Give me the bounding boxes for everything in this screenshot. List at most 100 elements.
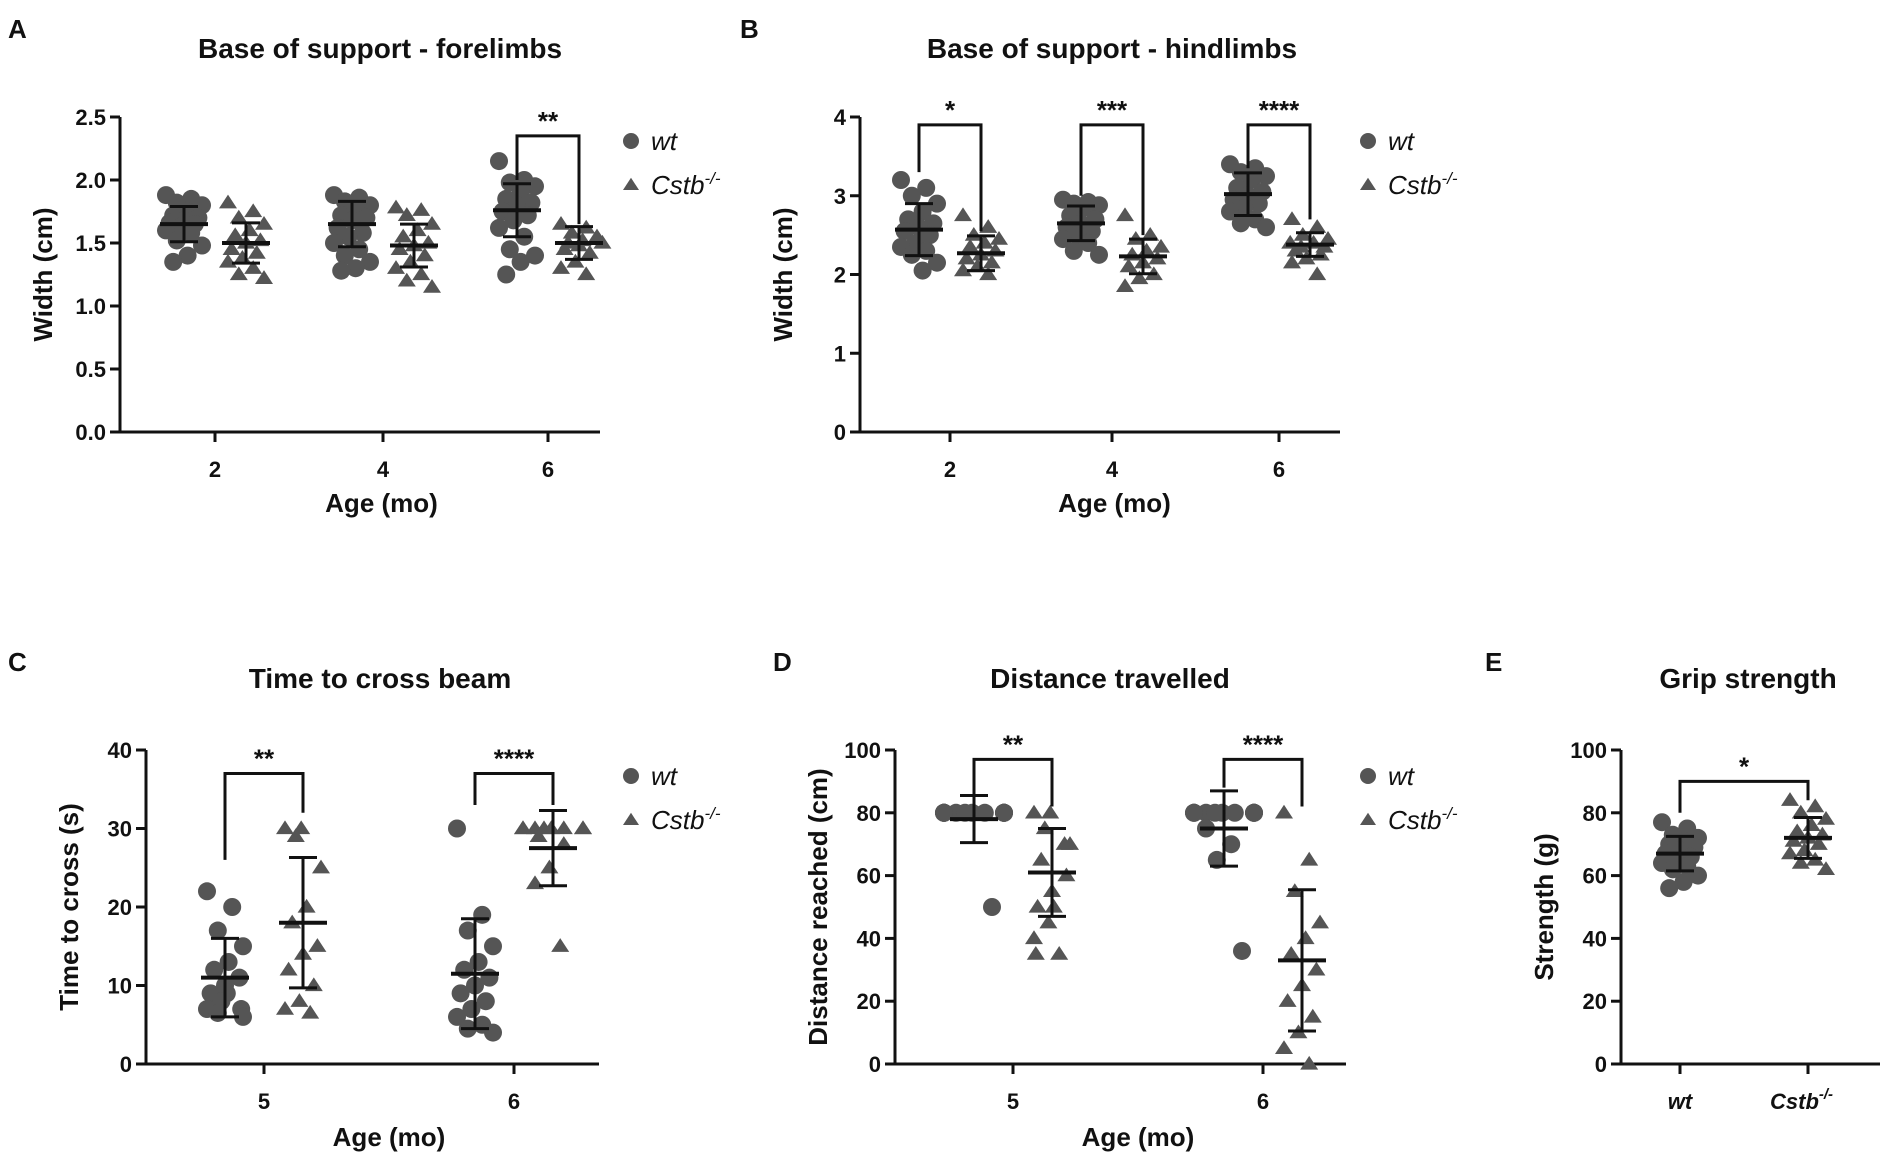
data-point [276,820,294,835]
data-point [1788,823,1807,838]
data-point [455,960,474,979]
data-point [397,207,416,221]
data-point [484,937,502,956]
chart-panel-a: A Base of support - forelimbs 0.0 0.5 1.0 1.5… [8,14,721,518]
x-tick-label: 6 [542,457,554,482]
data-point [1116,278,1134,292]
legend-marker-cstb [1360,812,1376,826]
data-point [1296,930,1315,945]
data-point [226,227,245,242]
y-axis-label: Time to cross (s) [54,803,84,1011]
data-point [290,993,309,1007]
data-point [1231,214,1250,233]
x-axis-label: Age (mo) [1082,1122,1195,1152]
data-point [1039,914,1058,929]
significance-bracket [515,134,581,225]
y-tick-label: 30 [108,817,132,842]
x-tick-label: 4 [1106,457,1119,482]
data-point [928,194,946,213]
legend-label-wt: wt [651,761,679,791]
significance-bracket [972,757,1054,807]
data-point [244,203,263,218]
data-point [361,252,379,271]
data-point [1233,941,1251,960]
data-point [1781,845,1799,860]
data-point [219,194,237,209]
significance-bracket [473,772,555,805]
panel-letter: C [8,647,27,677]
data-point [928,253,946,272]
data-point [308,938,327,952]
data-point [312,859,330,874]
data-point [1308,266,1327,281]
data-point [255,270,273,284]
data-point [1653,813,1671,832]
data-point [902,186,921,205]
data-point [1806,798,1825,813]
legend-marker-wt [1360,133,1376,149]
significance-label: ** [538,106,559,136]
data-point [1032,851,1051,866]
y-tick-label: 2.5 [75,105,106,130]
x-axis-label: Age (mo) [325,488,438,518]
x-tick-label: 5 [1007,1089,1019,1114]
data-point [1130,270,1149,285]
x-tick-label: 4 [377,457,390,482]
y-axis-label: Strength (g) [1529,833,1559,980]
data-point [390,241,409,255]
data-point [297,898,316,913]
legend-marker-wt [623,133,639,149]
data-point [554,820,573,835]
data-point [526,177,544,196]
data-point [1275,1040,1293,1054]
data-point [244,260,263,274]
data-point [205,960,224,979]
data-point [1025,804,1043,819]
data-point [229,209,248,224]
data-point [1283,254,1301,269]
data-point [1206,803,1224,822]
data-point [423,216,441,230]
data-point [574,820,592,835]
data-point [1119,258,1138,273]
x-tick-label: 6 [508,1089,520,1114]
legend-marker-wt [1360,768,1376,784]
data-point [448,1007,466,1026]
y-axis-label: Width (cm) [768,207,798,341]
data-point [526,246,544,265]
data-point [1817,810,1835,825]
y-tick-label: 1.0 [75,294,106,319]
data-point [1283,211,1301,226]
data-point [1791,854,1810,869]
data-point [1041,804,1060,819]
y-tick-label: 3 [834,184,846,209]
significance-label: * [945,95,956,125]
data-point [1116,207,1134,222]
x-axis-label: Age (mo) [333,1122,446,1152]
data-point [913,261,932,280]
data-point [451,984,470,1003]
data-point [346,259,365,278]
data-point [1026,946,1045,960]
y-tick-label: 1 [834,341,846,366]
chart-panel-b: B Base of support - hindlimbs 0 1 2 3 4 2 4 6 Age … [740,14,1458,518]
data-point [301,1004,320,1019]
legend-label-wt: wt [1388,126,1416,156]
data-point [350,240,369,259]
data-point [387,260,405,274]
data-point [255,216,273,230]
data-point [1207,850,1226,869]
data-point [1303,1008,1322,1023]
data-point [892,171,910,189]
significance-bracket [1678,779,1810,813]
data-point [555,241,574,255]
significance-bracket [1222,757,1304,807]
significance-label: * [1739,751,1750,781]
y-tick-label: 40 [857,926,881,951]
data-point [1064,241,1083,260]
y-tick-label: 60 [857,864,881,889]
x-tick-label: 2 [944,457,956,482]
y-tick-label: 80 [857,801,881,826]
y-tick-label: 0.0 [75,420,106,445]
significance-label: **** [1243,729,1284,759]
